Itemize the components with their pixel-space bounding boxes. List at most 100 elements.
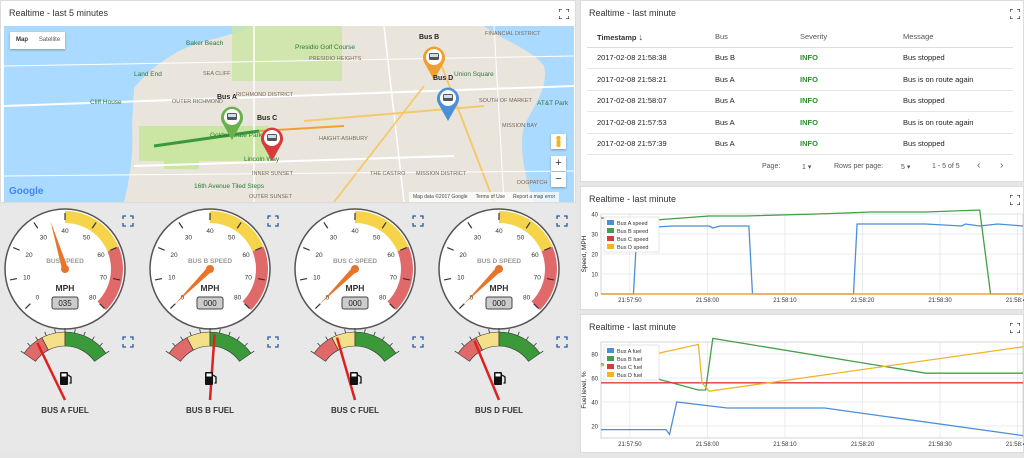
table-row[interactable]: 2017-02-08 21:57:53 Bus A INFO Bus is on ro… [587, 111, 1013, 134]
speed-gauge: 0 10 20 30 40 50 60 70 80 BUS C SPEED MPH 000 [294, 208, 424, 330]
gauge-needle [174, 266, 213, 305]
gauge-tick [546, 277, 555, 281]
fullscreen-icon[interactable] [559, 9, 569, 19]
cell-bus: Bus B [705, 47, 790, 69]
fuel-gauge: BUS B FUEL [165, 328, 279, 415]
fullscreen-icon[interactable] [267, 215, 279, 227]
fullscreen-icon[interactable] [556, 215, 568, 227]
gauge-tick-label: 20 [170, 252, 178, 259]
gauge-tick-label: 30 [474, 235, 482, 242]
column-header-timestamp[interactable]: Timestamp ↓ [587, 27, 705, 48]
y-tick-label: 40 [591, 401, 598, 407]
gauge-band [64, 331, 107, 362]
gauge-unit: MPH [56, 283, 75, 293]
map-place-label: PRESIDIO HEIGHTS [309, 56, 362, 62]
gauge-tick [381, 222, 387, 229]
gauge-readout: 000 [203, 299, 217, 308]
next-page-icon[interactable]: › [1000, 160, 1004, 171]
legend-label: Bus B fuel [617, 357, 642, 363]
gauge-tick [544, 247, 551, 251]
gauge-band [499, 211, 553, 252]
gauge-needle [208, 334, 216, 401]
page-select[interactable]: 1 ▾ [802, 163, 811, 171]
gauge-tick-label: 0 [36, 295, 40, 302]
chart-legend: Bus A speed Bus B speed Bus C speed Bus D s… [603, 216, 660, 253]
gauge-readout-box [485, 296, 513, 310]
bus-marker[interactable]: Bus A [217, 94, 244, 140]
gauge-tick [467, 222, 473, 229]
gauge-readout: 035 [58, 299, 72, 308]
gauge-band [242, 246, 268, 311]
map-canvas[interactable]: Baker Beach Presidio Golf Course PRESIDIO … [4, 26, 574, 202]
bus-marker[interactable]: Bus D [433, 75, 460, 121]
fullscreen-icon[interactable] [412, 336, 424, 348]
terms-link[interactable]: Terms of Use [475, 194, 506, 200]
map-place-label: Presidio Golf Course [295, 44, 355, 51]
gauge-tick-label: 50 [373, 235, 381, 242]
speed-gauge: 0 10 20 30 40 50 60 70 80 BUS B SPEED MPH 000 [149, 208, 279, 330]
gauge-tick [488, 328, 490, 333]
column-header-message[interactable]: Message [893, 27, 1013, 48]
fullscreen-icon[interactable] [1010, 9, 1020, 19]
gauge-tick-label: 20 [459, 252, 467, 259]
fullscreen-icon[interactable] [122, 215, 134, 227]
report-link[interactable]: Report a map error [513, 194, 556, 200]
prev-page-icon[interactable]: ‹ [977, 160, 981, 171]
cell-severity: INFO [790, 68, 893, 91]
gauge-band [209, 331, 252, 362]
zoom-out-button[interactable]: − [551, 172, 566, 187]
table-row[interactable]: 2017-02-08 21:58:07 Bus A INFO Bus stopped [587, 90, 1013, 112]
page-label: Page: [762, 163, 781, 170]
gauge-readout: 000 [348, 299, 362, 308]
satellite-button[interactable]: Satellite [38, 37, 61, 43]
bus-marker[interactable]: Bus B [419, 34, 446, 80]
gauge-tick-label: 70 [390, 275, 398, 282]
column-header-bus[interactable]: Bus [705, 27, 790, 48]
gauge-needle [335, 337, 357, 401]
x-tick-label: 21:58:40 [1006, 442, 1024, 448]
x-tick-label: 21:58:10 [773, 298, 797, 304]
gauge-tick-label: 60 [531, 252, 539, 259]
map-place-label: 16th Avenue Tiled Steps [194, 183, 264, 190]
gauge-tick-label: 40 [495, 228, 503, 235]
gauge-readout: 000 [492, 299, 506, 308]
x-tick-label: 21:58:00 [696, 442, 720, 448]
gauge-tick [24, 303, 31, 310]
legend-label: Bus D fuel [617, 373, 642, 379]
y-tick-label: 10 [591, 273, 598, 279]
rows-per-page-select[interactable]: 5 ▾ [901, 163, 910, 171]
y-tick-label: 20 [591, 425, 598, 431]
y-tick-label: 80 [591, 353, 598, 359]
map-button[interactable]: Map [16, 37, 28, 43]
fullscreen-icon[interactable] [122, 336, 134, 348]
table-row[interactable]: 2017-02-08 21:57:39 Bus A INFO Bus stopped [587, 133, 1013, 155]
pegman-icon[interactable] [551, 134, 566, 149]
speed-gauge: 0 10 20 30 40 50 60 70 80 BUS D SPEED MPH 000 [438, 208, 568, 330]
gauge-tick [91, 336, 95, 341]
gauge-tick-label: 40 [61, 228, 69, 235]
gauge-tick [83, 331, 86, 336]
fullscreen-icon[interactable] [267, 336, 279, 348]
x-tick-label: 21:57:50 [618, 442, 642, 448]
fullscreen-icon[interactable] [556, 336, 568, 348]
table-row[interactable]: 2017-02-08 21:58:38 Bus B INFO Bus stopped [587, 47, 1013, 69]
fullscreen-icon[interactable] [412, 215, 424, 227]
gauge-tick [236, 222, 242, 229]
gauge-unit: MPH [201, 283, 220, 293]
x-tick-label: 21:58:20 [851, 442, 875, 448]
gauge-tick [99, 342, 103, 347]
zoom-in-button[interactable]: + [551, 156, 566, 171]
gauge-tick-label: 80 [523, 295, 531, 302]
gauge-name: BUS C SPEED [333, 258, 377, 265]
gauge-needle [319, 266, 358, 305]
gauge-tick [9, 277, 18, 281]
gauge-tick [180, 336, 184, 341]
cell-timestamp: 2017-02-08 21:58:38 [587, 47, 705, 69]
bus-marker[interactable]: Bus C [257, 115, 284, 161]
gauge-hub [61, 265, 69, 273]
table-row[interactable]: 2017-02-08 21:58:21 Bus A INFO Bus is on ro… [587, 68, 1013, 91]
gauge-tick [381, 336, 385, 341]
bus-icon [437, 87, 459, 121]
column-header-severity[interactable]: Severity [790, 27, 893, 48]
gauge-tick [458, 303, 465, 310]
